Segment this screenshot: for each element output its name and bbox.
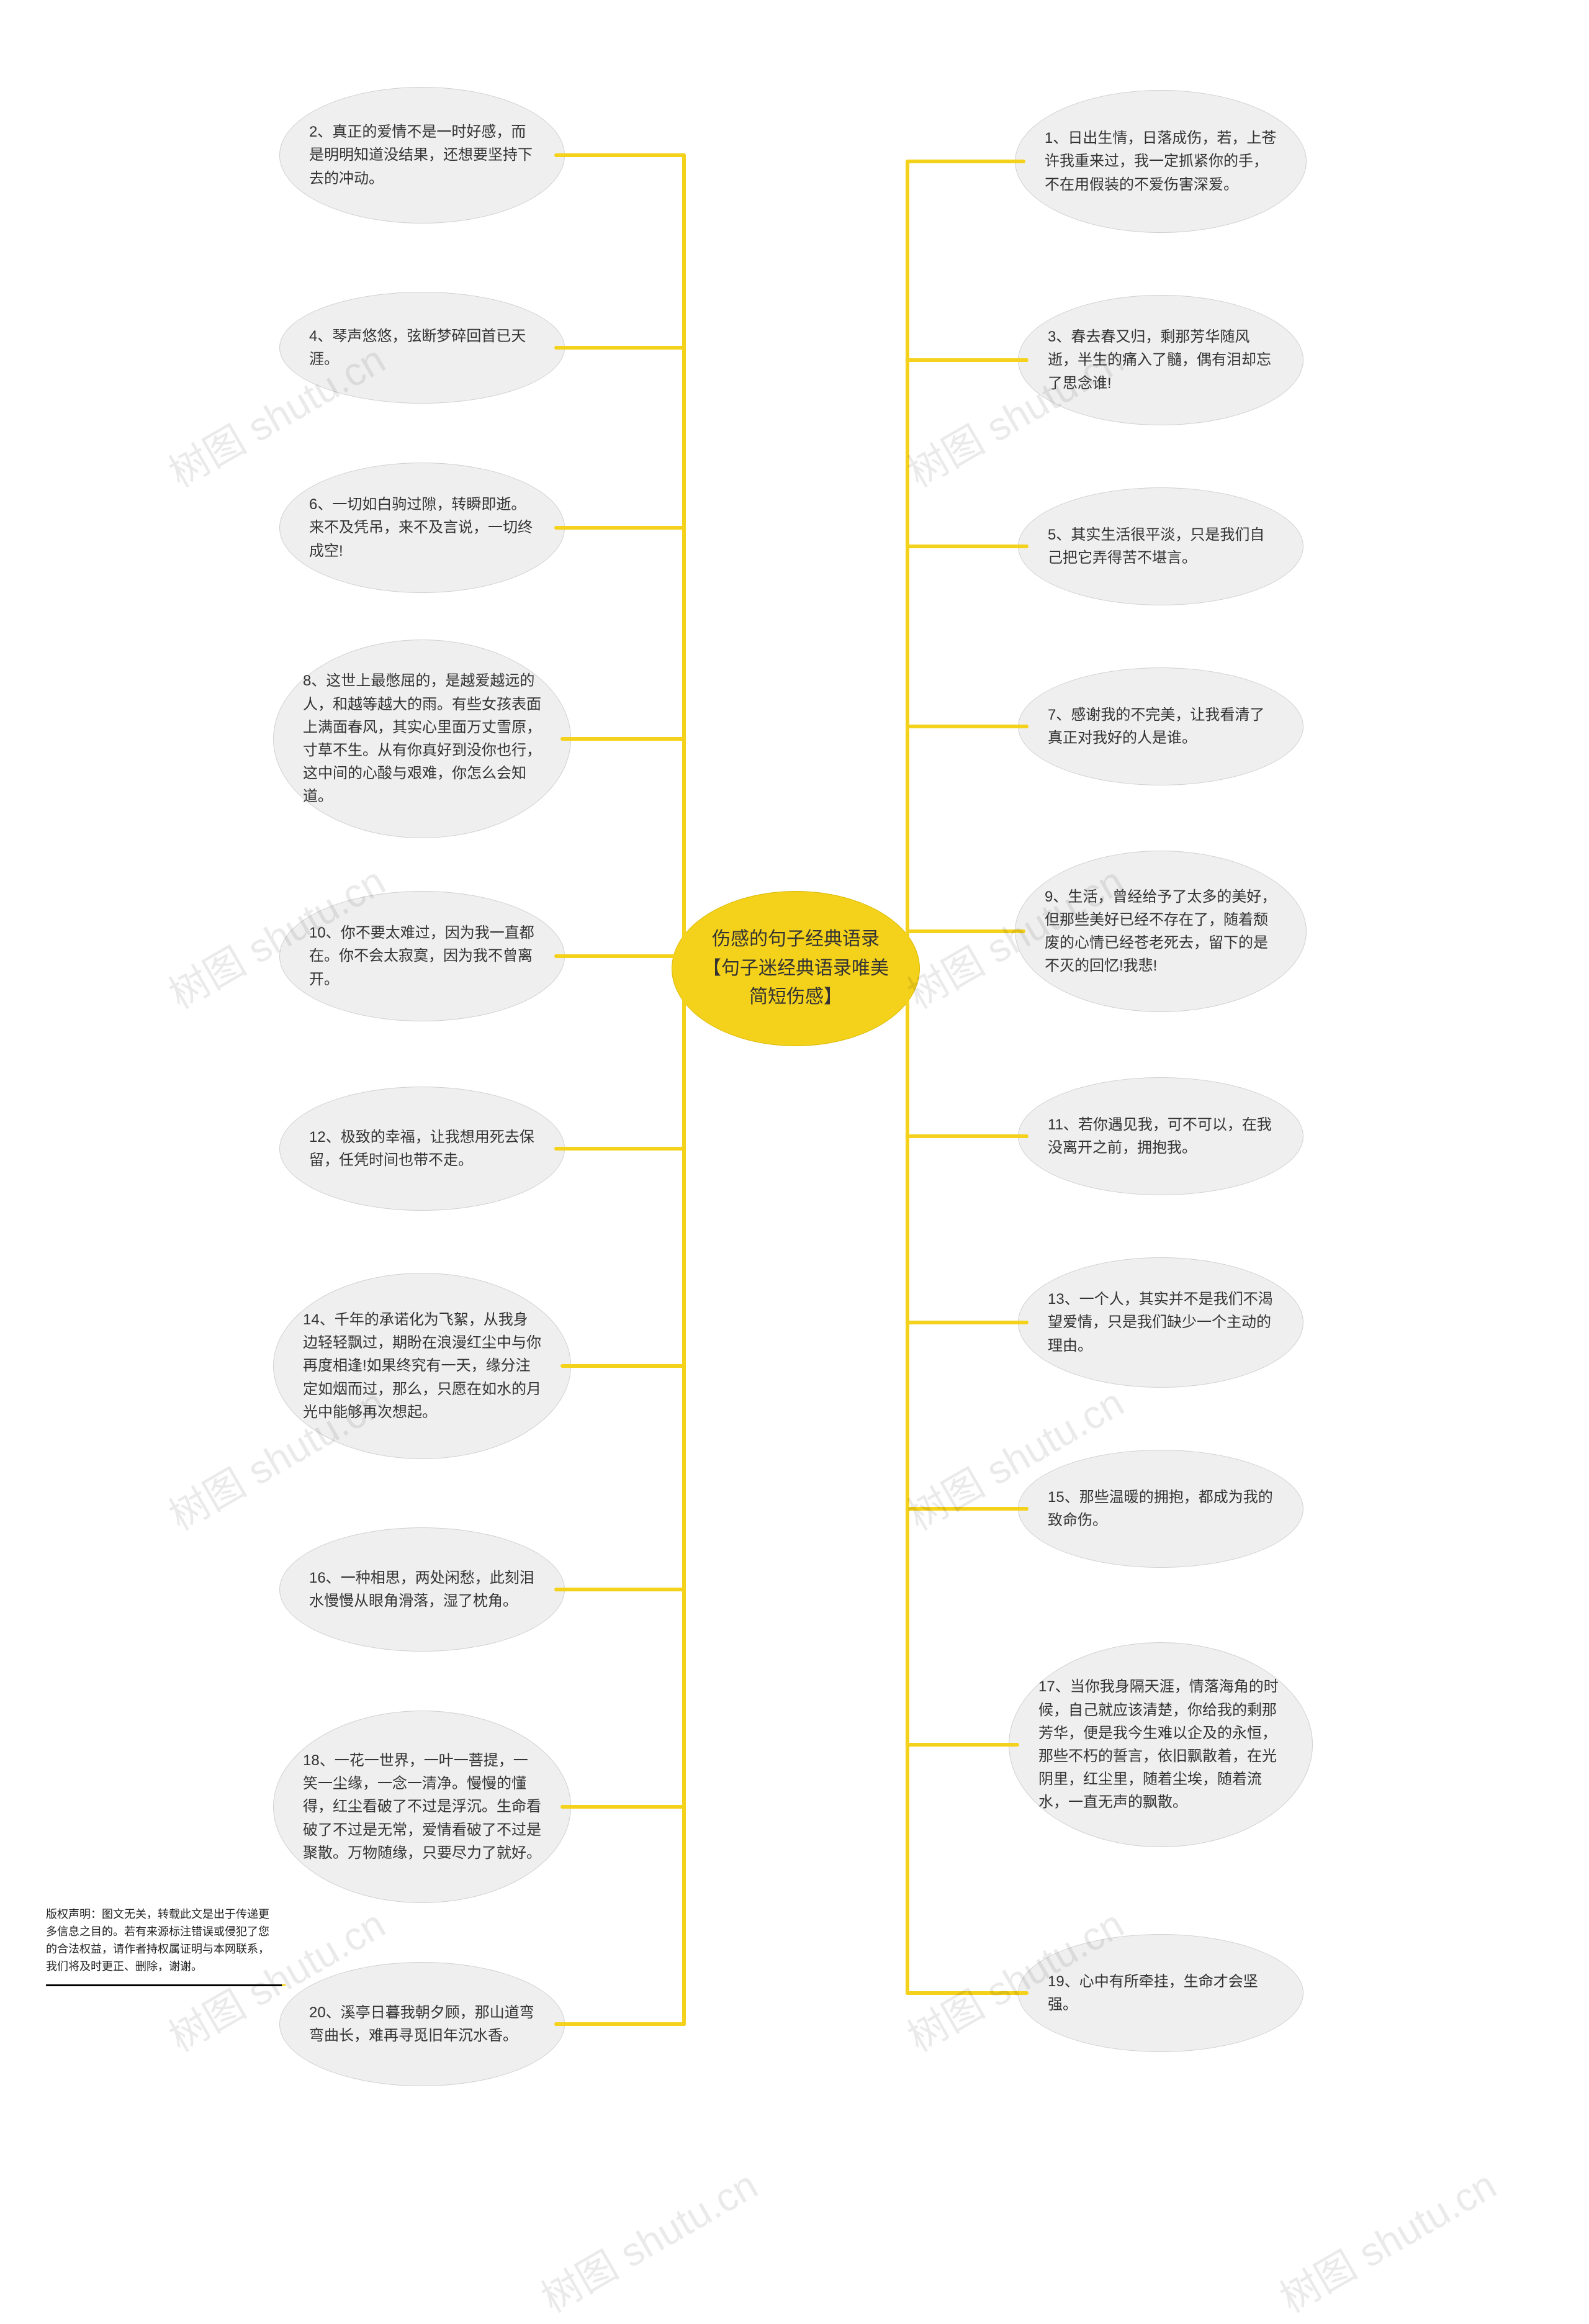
branch-node: 20、溪亭日暮我朝夕顾，那山道弯弯曲长，难再寻觅旧年沉水香。 <box>279 1962 565 2086</box>
node-text: 20、溪亭日暮我朝夕顾，那山道弯弯曲长，难再寻觅旧年沉水香。 <box>309 2001 535 2047</box>
watermark: 树图 shutu.cn <box>1268 2154 1505 2324</box>
branch-node: 13、一个人，其实并不是我们不渴望爱情，只是我们缺少一个主动的理由。 <box>1018 1257 1303 1388</box>
node-text: 14、千年的承诺化为飞絮，从我身边轻轻飘过，期盼在浪漫红尘中与你再度相逢!如果终… <box>303 1308 541 1424</box>
branch-node: 8、这世上最憋屈的，是越爱越远的人，和越等越大的雨。有些女孩表面上满面春风，其实… <box>273 640 571 838</box>
watermark: 树图 shutu.cn <box>529 2154 767 2324</box>
branch-node: 17、当你我身隔天涯，情落海角的时候，自己就应该清楚，你给我的剩那芳华，便是我今… <box>1009 1642 1313 1847</box>
branch-node: 12、极致的幸福，让我想用死去保留，任凭时间也带不走。 <box>279 1087 565 1211</box>
node-text: 10、你不要太难过，因为我一直都在。你不会太寂寞，因为我不曾离开。 <box>309 921 535 991</box>
branch-node: 1、日出生情，日落成伤，若，上苍许我重来过，我一定抓紧你的手，不在用假装的不爱伤… <box>1015 90 1307 233</box>
node-text: 7、感谢我的不完美，让我看清了真正对我好的人是谁。 <box>1048 703 1274 749</box>
branch-node: 15、那些温暖的拥抱，都成为我的致命伤。 <box>1018 1450 1303 1568</box>
branch-node: 11、若你遇见我，可不可以，在我没离开之前，拥抱我。 <box>1018 1077 1303 1195</box>
node-text: 13、一个人，其实并不是我们不渴望爱情，只是我们缺少一个主动的理由。 <box>1048 1288 1274 1357</box>
node-text: 5、其实生活很平淡，只是我们自己把它弄得苦不堪言。 <box>1048 523 1274 569</box>
copyright-underline <box>46 1984 282 1986</box>
branch-node: 9、生活，曾经给予了太多的美好，但那些美好已经不存在了，随着颓废的心情已经苍老死… <box>1015 851 1307 1012</box>
node-text: 18、一花一世界，一叶一菩提，一笑一尘缘，一念一清净。慢慢的懂得，红尘看破了不过… <box>303 1749 541 1865</box>
branch-node: 19、心中有所牵挂，生命才会坚强。 <box>1018 1934 1303 2052</box>
branch-node: 3、春去春又归，剩那芳华随风逝，半生的痛入了髓，偶有泪却忘了思念谁! <box>1018 295 1303 425</box>
node-text: 2、真正的爱情不是一时好感，而是明明知道没结果，还想要坚持下去的冲动。 <box>309 120 535 190</box>
branch-node: 4、琴声悠悠，弦断梦碎回首已天涯。 <box>279 292 565 404</box>
node-text: 4、琴声悠悠，弦断梦碎回首已天涯。 <box>309 325 535 371</box>
node-text: 6、一切如白驹过隙，转瞬即逝。来不及凭吊，来不及言说，一切终成空! <box>309 493 535 563</box>
branch-node: 7、感谢我的不完美，让我看清了真正对我好的人是谁。 <box>1018 667 1303 785</box>
branch-node: 16、一种相思，两处闲愁，此刻泪水慢慢从眼角滑落，湿了枕角。 <box>279 1527 565 1652</box>
node-text: 伤感的句子经典语录【句子迷经典语录唯美简短伤感】 <box>701 925 890 1012</box>
center-node: 伤感的句子经典语录【句子迷经典语录唯美简短伤感】 <box>672 891 920 1046</box>
node-text: 15、那些温暖的拥抱，都成为我的致命伤。 <box>1048 1486 1274 1532</box>
node-text: 19、心中有所牵挂，生命才会坚强。 <box>1048 1970 1274 2016</box>
node-text: 1、日出生情，日落成伤，若，上苍许我重来过，我一定抓紧你的手，不在用假装的不爱伤… <box>1045 127 1277 196</box>
branch-node: 5、其实生活很平淡，只是我们自己把它弄得苦不堪言。 <box>1018 487 1303 605</box>
copyright-statement: 版权声明：图文无关，转载此文是出于传递更多信息之目的。若有来源标注错误或侵犯了您… <box>46 1906 282 1976</box>
branch-node: 18、一花一世界，一叶一菩提，一笑一尘缘，一念一清净。慢慢的懂得，红尘看破了不过… <box>273 1711 571 1903</box>
node-text: 17、当你我身隔天涯，情落海角的时候，自己就应该清楚，你给我的剩那芳华，便是我今… <box>1038 1675 1283 1814</box>
branch-node: 14、千年的承诺化为飞絮，从我身边轻轻飘过，期盼在浪漫红尘中与你再度相逢!如果终… <box>273 1273 571 1459</box>
node-text: 8、这世上最憋屈的，是越爱越远的人，和越等越大的雨。有些女孩表面上满面春风，其实… <box>303 669 541 808</box>
branch-node: 10、你不要太难过，因为我一直都在。你不会太寂寞，因为我不曾离开。 <box>279 891 565 1021</box>
node-text: 12、极致的幸福，让我想用死去保留，任凭时间也带不走。 <box>309 1126 535 1172</box>
node-text: 11、若你遇见我，可不可以，在我没离开之前，拥抱我。 <box>1048 1113 1274 1159</box>
branch-node: 6、一切如白驹过隙，转瞬即逝。来不及凭吊，来不及言说，一切终成空! <box>279 463 565 593</box>
node-text: 3、春去春又归，剩那芳华随风逝，半生的痛入了髓，偶有泪却忘了思念谁! <box>1048 325 1274 395</box>
branch-node: 2、真正的爱情不是一时好感，而是明明知道没结果，还想要坚持下去的冲动。 <box>279 87 565 224</box>
node-text: 16、一种相思，两处闲愁，此刻泪水慢慢从眼角滑落，湿了枕角。 <box>309 1567 535 1612</box>
node-text: 9、生活，曾经给予了太多的美好，但那些美好已经不存在了，随着颓废的心情已经苍老死… <box>1045 885 1277 978</box>
